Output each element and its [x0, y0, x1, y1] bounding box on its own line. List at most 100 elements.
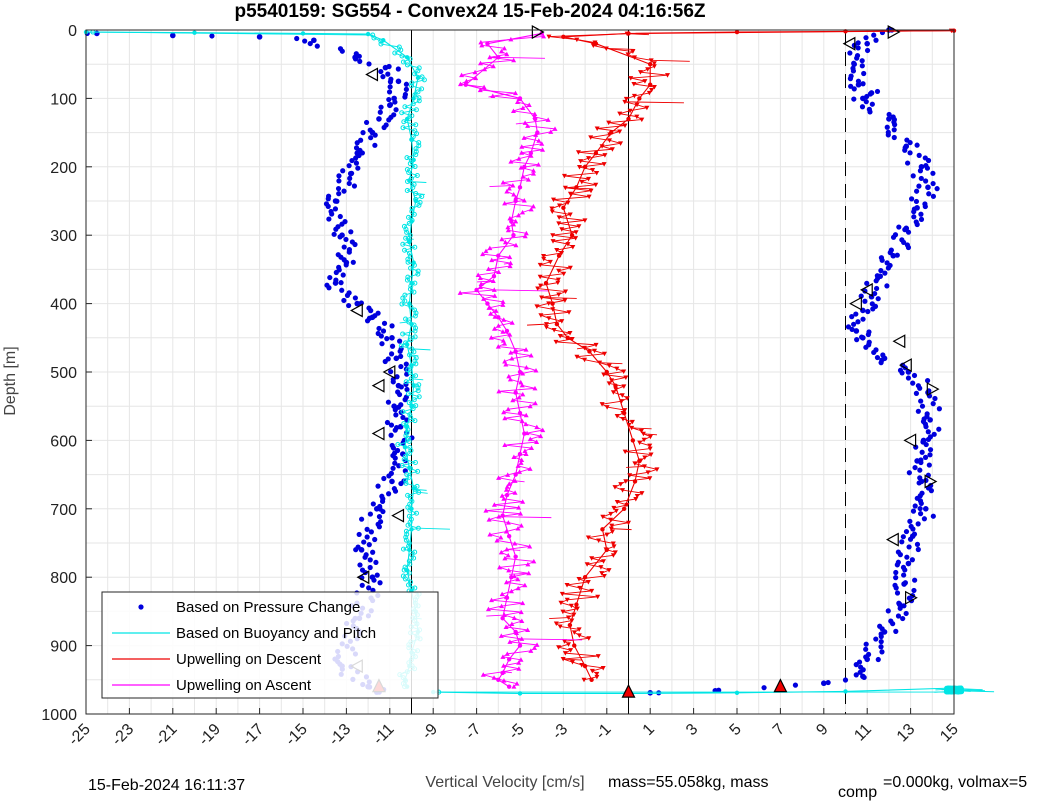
annotation-marker — [349, 303, 363, 318]
sample-spike — [626, 465, 645, 468]
sample-point — [882, 270, 888, 276]
sample-marker — [405, 582, 411, 588]
sample-marker — [371, 35, 377, 41]
sample-spike — [488, 95, 493, 98]
sample-point — [850, 68, 857, 74]
sample-point — [913, 390, 920, 396]
sample-segment — [523, 137, 539, 142]
sample-marker — [416, 394, 422, 400]
sample-marker — [507, 254, 513, 260]
sample-point — [392, 407, 398, 413]
sample-marker — [515, 463, 521, 468]
sample-segment — [541, 296, 565, 301]
sample-segment — [578, 151, 605, 156]
sample-segment — [606, 48, 633, 52]
sample-point — [861, 70, 867, 77]
sample-point — [907, 150, 913, 156]
sample-point — [392, 455, 398, 461]
data-point — [734, 690, 740, 695]
sample-marker — [527, 466, 533, 471]
sample-point — [903, 528, 910, 535]
sample-point — [895, 613, 902, 619]
sample-segment — [488, 304, 503, 309]
sample-point — [381, 124, 387, 131]
data-point — [905, 560, 912, 567]
sample-segment — [405, 339, 412, 344]
annotation-marker — [842, 36, 856, 51]
sample-marker — [500, 180, 506, 185]
sample-segment — [402, 411, 411, 416]
sample-segment — [503, 179, 529, 184]
sample-marker — [528, 648, 534, 653]
sample-marker — [525, 561, 531, 567]
sample-spike — [399, 321, 409, 324]
sample-point — [854, 337, 860, 343]
sample-segment — [461, 74, 476, 79]
sample-segment — [410, 363, 417, 368]
sample-marker — [406, 474, 412, 480]
sample-marker — [405, 391, 411, 397]
sample-segment — [565, 187, 592, 192]
sample-marker — [534, 439, 540, 445]
sample-segment — [411, 205, 420, 209]
sample-segment — [558, 222, 579, 227]
sample-point — [885, 608, 891, 614]
sample-marker — [508, 260, 514, 266]
sample-point — [372, 313, 378, 319]
sample-segment — [498, 513, 521, 518]
sample-segment — [461, 71, 476, 76]
sample-segment — [609, 382, 624, 387]
sample-segment — [588, 534, 608, 538]
sample-spike — [498, 516, 552, 519]
sample-point — [853, 672, 859, 678]
sample-segment — [414, 94, 420, 99]
sample-segment — [552, 237, 576, 242]
sample-segment — [610, 519, 629, 524]
sample-segment — [407, 190, 416, 194]
sample-segment — [591, 557, 604, 562]
sample-segment — [510, 352, 532, 357]
sample-marker — [515, 576, 521, 582]
sample-point — [388, 422, 395, 428]
sample-segment — [548, 299, 565, 304]
sample-point — [343, 262, 349, 268]
sample-marker — [488, 335, 494, 340]
y-tick-label: 1000 — [41, 707, 77, 724]
y-axis-label: Depth [m] — [2, 346, 19, 415]
sample-segment — [607, 406, 625, 411]
data-point — [409, 404, 414, 409]
sample-segment — [410, 163, 416, 167]
sample-segment — [491, 256, 510, 261]
footer-volmax: =0.000kg, volmax=5 — [883, 774, 1027, 791]
sample-segment — [501, 632, 517, 637]
sample-point — [394, 374, 400, 380]
sample-point — [887, 250, 893, 256]
sample-segment — [622, 489, 643, 494]
sample-marker — [400, 241, 406, 247]
sample-point — [902, 580, 908, 586]
sample-point — [368, 135, 374, 141]
sample-point — [862, 298, 868, 304]
sample-marker — [514, 630, 520, 635]
data-point — [400, 451, 406, 457]
sample-segment — [591, 554, 614, 559]
sample-segment — [488, 265, 511, 270]
sample-point — [924, 165, 931, 171]
annotation-marker — [621, 683, 636, 698]
sample-point — [352, 241, 358, 248]
sample-marker — [411, 397, 417, 403]
sample-marker — [404, 531, 410, 537]
sample-marker — [525, 177, 531, 182]
sample-point — [855, 319, 861, 325]
sample-segment — [560, 335, 573, 340]
sample-marker — [407, 286, 413, 292]
annotation-marker — [365, 67, 379, 82]
sample-point — [371, 577, 377, 583]
sample-segment — [552, 211, 571, 215]
annotation-marker — [885, 532, 899, 547]
sample-segment — [410, 372, 416, 377]
sample-point — [352, 295, 358, 301]
sample-segment — [513, 456, 522, 461]
sample-marker — [401, 456, 407, 462]
sample-point — [855, 45, 861, 51]
